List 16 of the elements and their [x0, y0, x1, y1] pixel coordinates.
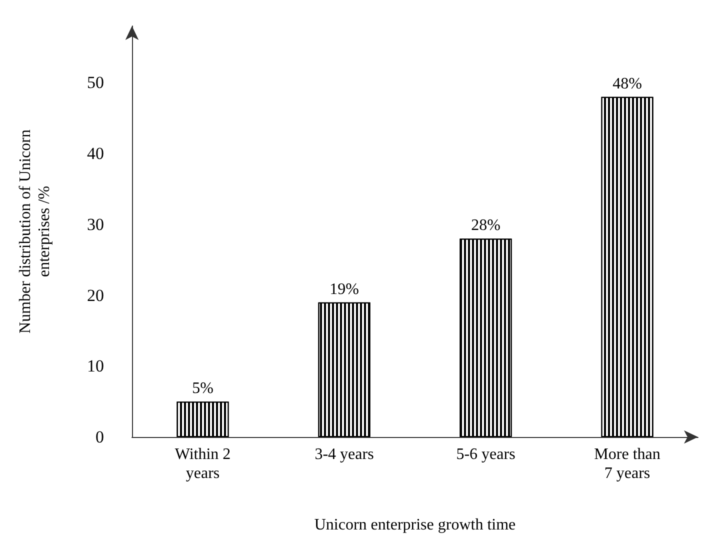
x-tick-label: 5-6 years [456, 446, 516, 463]
y-tick-label: 30 [87, 214, 104, 234]
x-tick-label: 3-4 years [314, 446, 374, 463]
y-tick-label: 20 [87, 286, 104, 305]
data-label: 48% [612, 75, 642, 92]
x-axis-title: Unicorn enterprise growth time [314, 516, 516, 534]
y-axis-title: Number distribution of Unicorn enterprises /% [17, 130, 53, 334]
y-tick-label: 40 [87, 144, 104, 164]
x-tick-label: Within 2 years [174, 446, 231, 482]
data-label: 19% [330, 280, 359, 298]
x-tick-label: More than 7 years [594, 446, 660, 482]
y-tick-label: 0 [96, 428, 104, 446]
y-tick-label: 50 [87, 73, 104, 92]
data-label: 5% [192, 380, 214, 398]
y-tick-label: 10 [87, 356, 104, 376]
data-label: 28% [471, 217, 500, 234]
